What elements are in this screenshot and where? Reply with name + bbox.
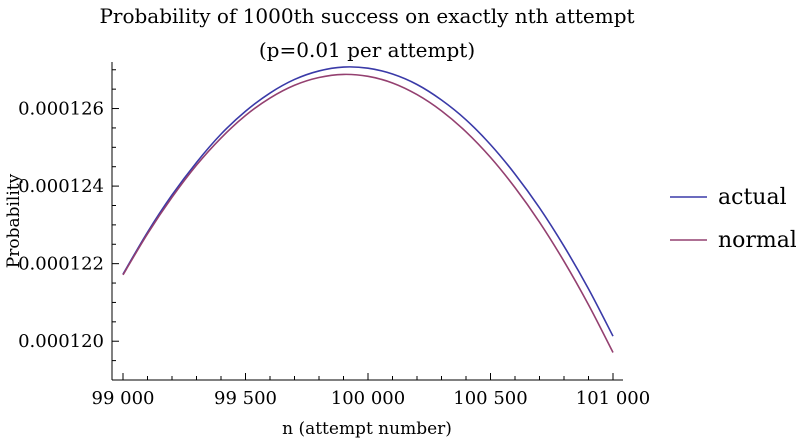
- x-tick-label: 99 500: [214, 388, 277, 409]
- series-line-normal: [122, 73, 614, 353]
- x-tick-label: 99 000: [92, 388, 155, 409]
- y-tick-label: 0.000120: [18, 331, 104, 352]
- series-line-actual: [122, 66, 614, 337]
- y-tick-label: 0.000126: [18, 99, 104, 120]
- legend: actual normal: [670, 185, 796, 253]
- x-tick-label: 101 000: [576, 388, 650, 409]
- plot-area: [122, 66, 614, 353]
- y-tick-label: 0.000124: [18, 176, 104, 197]
- axes: 99 000 99 500 100 000 100 500 101 000 0.00012…: [18, 62, 650, 409]
- chart-subtitle: (p=0.01 per attempt): [259, 38, 475, 62]
- chart-title: Probability of 1000th success on exactly…: [99, 4, 634, 28]
- x-tick-label: 100 500: [453, 388, 527, 409]
- x-tick-label: 100 000: [331, 388, 405, 409]
- x-axis-label: n (attempt number): [282, 419, 452, 439]
- y-tick-label: 0.000122: [18, 254, 104, 275]
- legend-label-actual: actual: [718, 185, 787, 210]
- y-axis-label: Probability: [4, 173, 24, 268]
- legend-label-normal: normal: [718, 228, 796, 253]
